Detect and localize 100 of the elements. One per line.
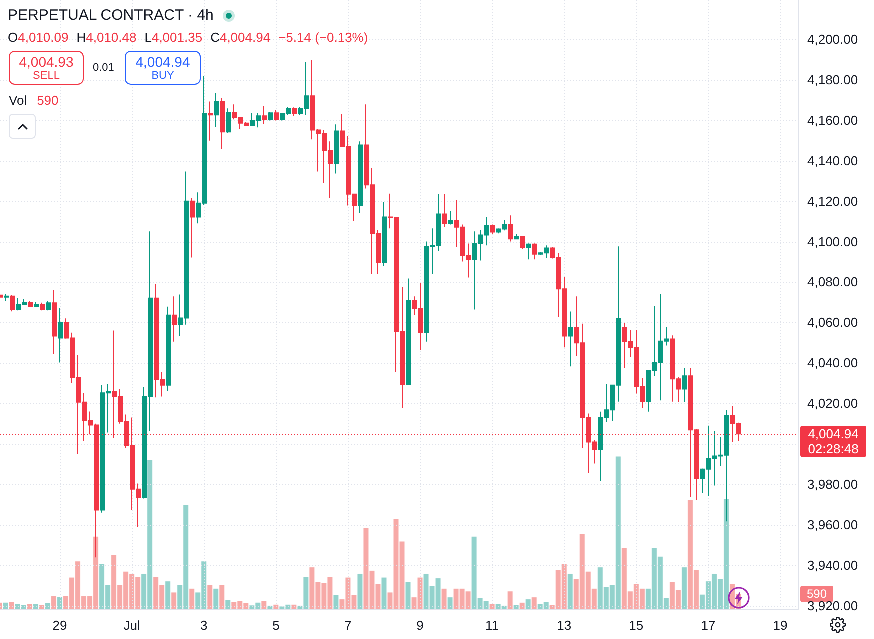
y-tick-label: 4,120.00 [808, 194, 858, 209]
candlestick [190, 198, 195, 258]
bar [262, 601, 267, 609]
y-tick-label: 4,060.00 [808, 315, 858, 330]
annotation: −5.14 (−0.13%) [278, 30, 368, 46]
text: PERPETUAL CONTRACT · 4h [8, 7, 214, 25]
y-tick-label: 4,040.00 [808, 356, 858, 371]
bar [274, 604, 279, 609]
candlestick [532, 243, 537, 260]
buy-button: 4,004.94 BUY [125, 51, 201, 85]
bar [172, 592, 177, 609]
x-tick-label: 7 [344, 618, 352, 633]
annotation: 4,004.94 [220, 30, 271, 46]
candlestick [214, 92, 219, 128]
candlestick [10, 294, 15, 312]
candlestick [448, 210, 453, 226]
candlestick [172, 296, 177, 342]
candlestick [490, 224, 495, 235]
candlestick [34, 302, 39, 308]
x-tick-label: 3 [200, 618, 208, 633]
annotation: SELL [33, 70, 60, 82]
annotation: BUY [152, 70, 174, 82]
annotation: 4,001.35 [152, 30, 203, 46]
candlestick [526, 243, 531, 260]
y-tick-label: 4,100.00 [808, 234, 858, 250]
candlestick [274, 110, 279, 122]
bar [514, 605, 519, 609]
bar [442, 588, 447, 609]
bar [208, 585, 213, 609]
candlestick [268, 112, 273, 122]
annotation: H [76, 30, 86, 46]
x-tick-label: 15 [629, 618, 644, 633]
bar [526, 600, 531, 609]
bar [40, 605, 45, 609]
y-tick-label: 4,080.00 [808, 274, 858, 290]
annotation: 4,004.94 [136, 54, 190, 70]
candlestick [226, 108, 231, 134]
candlestick [40, 302, 45, 312]
annotation: 4,010.48 [86, 30, 137, 46]
candlestick [208, 101, 213, 142]
y-tick-label: 4,140.00 [808, 153, 858, 168]
x-tick-label: 11 [486, 618, 500, 633]
bar [214, 588, 219, 609]
bar [58, 597, 63, 609]
y-tick-label: 3,980.00 [808, 477, 858, 492]
bar [28, 604, 33, 609]
bar [490, 604, 495, 609]
annotation: O [8, 30, 18, 46]
bar [34, 604, 39, 609]
y-tick-label: 4,200.00 [808, 32, 858, 47]
x-tick-label: 17 [701, 618, 716, 633]
candlestick [46, 300, 51, 312]
candlestick [358, 141, 363, 214]
bar [568, 574, 573, 609]
bar [406, 582, 411, 609]
bar [532, 598, 537, 609]
candlestick [52, 290, 57, 355]
candlestick [292, 107, 297, 117]
y-tick-label: 4,160.00 [808, 112, 858, 128]
bar [166, 582, 171, 609]
candlestick [166, 306, 171, 392]
bar [334, 594, 339, 609]
x-tick-label: 9 [416, 618, 424, 633]
candlestick [58, 308, 63, 364]
bar [46, 603, 51, 609]
annotation: 4,010.09 [18, 30, 69, 46]
y-tick-label: 4,020.00 [808, 396, 858, 412]
ref-line-label: 4,004.94 [808, 426, 859, 442]
bar [190, 588, 195, 609]
annotation: 0.01 [93, 62, 114, 75]
candlestick [382, 202, 387, 267]
sell-button: 4,004.93 SELL [9, 51, 84, 85]
x-tick-label: 5 [272, 618, 280, 633]
x-tick-label: Jul [124, 618, 140, 633]
bar [220, 585, 225, 609]
text: 02:28:48 [808, 442, 859, 457]
y-tick-label: 3,960.00 [808, 518, 858, 533]
x-tick-label: 13 [557, 618, 572, 633]
annotation: L [144, 30, 152, 46]
annotation: 590 [37, 93, 59, 109]
candlestick [28, 300, 33, 308]
candlestick [406, 278, 411, 386]
annotation: 4,004.93 [19, 54, 74, 70]
candlestick [568, 311, 573, 368]
bar [682, 568, 687, 609]
candlestick [514, 234, 519, 240]
bar [382, 578, 387, 609]
bar [226, 600, 231, 609]
x-tick-label: 29 [52, 618, 68, 633]
candlestick [682, 368, 687, 403]
bar [448, 598, 453, 609]
candlestick [508, 215, 513, 242]
candlestick [220, 98, 225, 150]
chart-title: Vol [9, 93, 28, 109]
candlestick [4, 294, 9, 302]
bar [358, 574, 363, 609]
candlestick [442, 194, 447, 228]
candlestick [262, 106, 267, 125]
bar [520, 602, 525, 609]
candlestick [520, 236, 525, 250]
